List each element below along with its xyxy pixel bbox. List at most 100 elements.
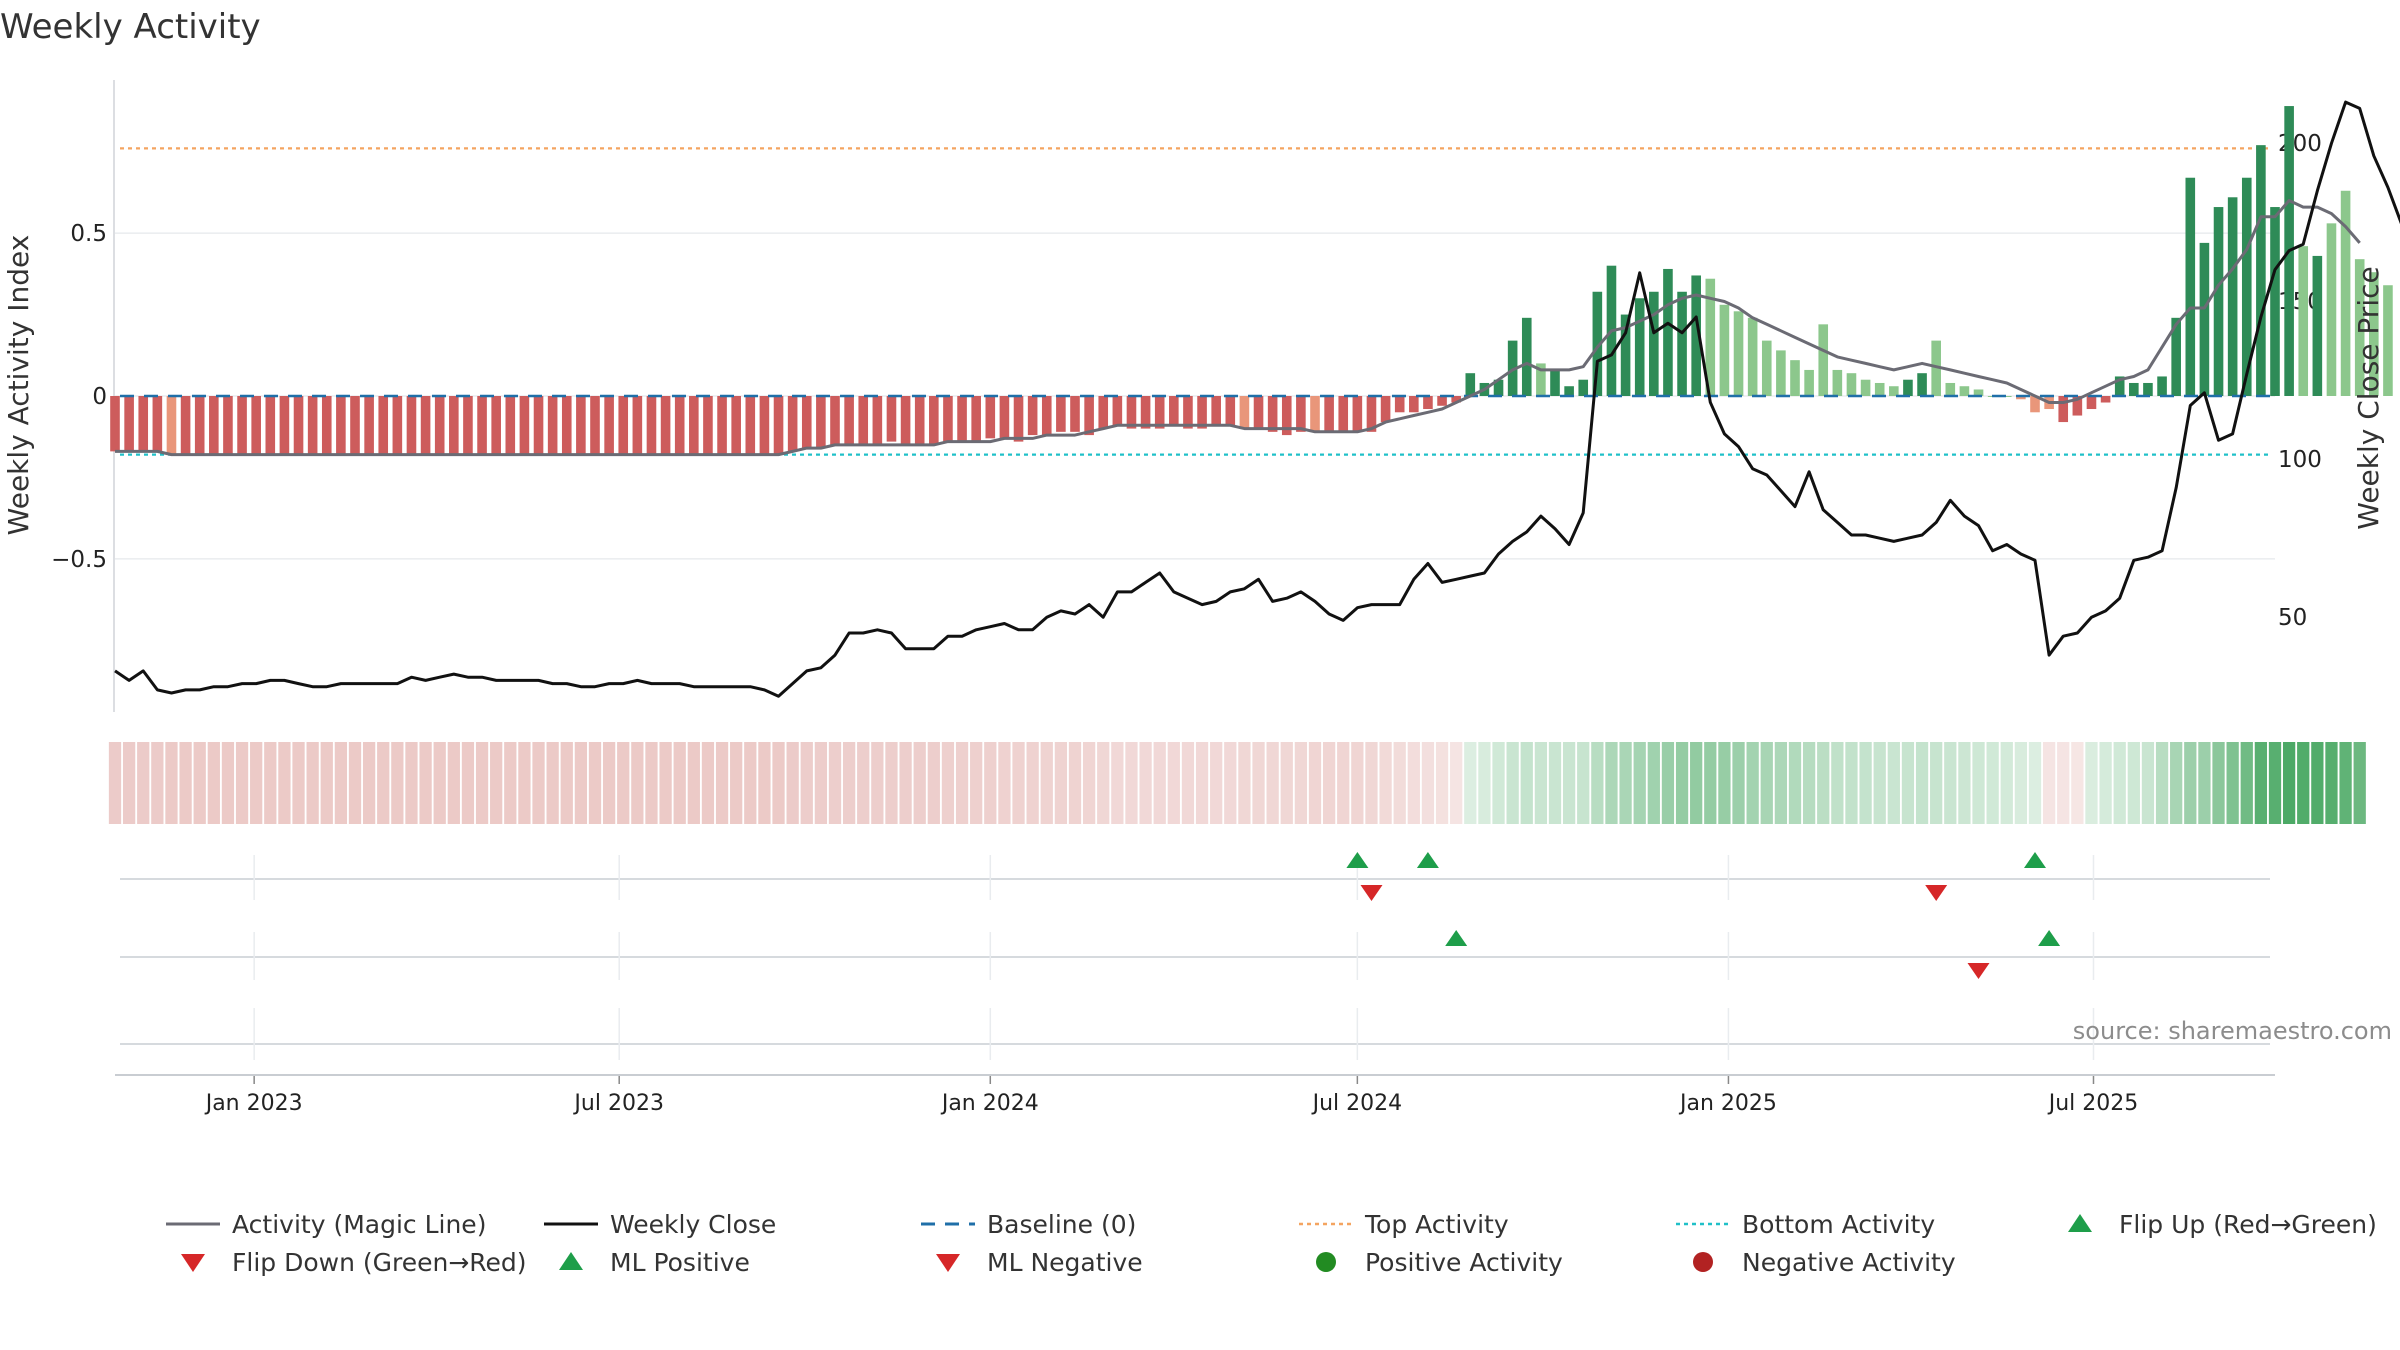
legend-item-baseline: Baseline (0) [915, 1205, 1136, 1243]
heat-strip-cell [2014, 742, 2028, 824]
heat-strip-cell [2085, 742, 2098, 824]
heat-strip-cell [2057, 742, 2070, 824]
activity-bar [1620, 314, 1631, 396]
heat-strip-cell [871, 742, 884, 824]
activity-bar [1521, 317, 1532, 396]
activity-bar [787, 396, 798, 452]
activity-bar [279, 396, 290, 455]
heat-strip-cell [306, 742, 319, 824]
heat-strip-cell [207, 742, 220, 824]
heat-strip-cell [391, 742, 404, 824]
activity-bar [1790, 360, 1800, 396]
legend-label: Activity (Magic Line) [232, 1209, 487, 1239]
heat-strip-cell [1562, 742, 1576, 824]
signal-markers [120, 852, 2270, 1060]
activity-bar [2058, 396, 2069, 423]
activity-bar [1267, 396, 1278, 432]
legend-label: Flip Up (Red→Green) [2119, 1209, 2377, 1239]
activity-bar [2369, 272, 2379, 396]
heat-strip-cell [1266, 742, 1279, 824]
activity-bar [604, 396, 614, 455]
heat-strip-cell [1435, 742, 1449, 824]
weekly-close-line [114, 100, 2400, 698]
heat-strip-cell [588, 742, 602, 824]
heat-strip-cell [941, 742, 955, 824]
activity-bar [406, 396, 417, 455]
legend-flip-down-swatch [181, 1254, 205, 1272]
heat-strip-cell [984, 742, 997, 824]
y-tick-label: 0 [92, 384, 107, 410]
activity-bar [971, 396, 981, 442]
heat-strip-cell [1082, 742, 1096, 824]
activity-bar [2199, 242, 2210, 396]
activity-bar [646, 396, 657, 455]
x-tick-label: Jan 2024 [940, 1091, 1039, 1116]
heat-strip-cell [1732, 742, 1745, 824]
heat-strip-cell [377, 742, 390, 824]
activity-bar [674, 396, 685, 455]
heat-strip-cell [475, 742, 489, 824]
heat-strip-cell [1492, 742, 1505, 824]
heat-strip-cell [546, 742, 559, 824]
heat-strip-cell [1873, 742, 1886, 824]
legend-top-activity-swatch [1299, 1222, 1353, 1226]
heat-strip-cell [2184, 742, 2197, 824]
activity-bar [816, 396, 826, 449]
heat-strip-cell [1393, 742, 1406, 824]
y-tick-label: 0.5 [70, 221, 107, 247]
activity-bar [1959, 386, 1970, 396]
activity-bar [1169, 396, 1179, 426]
heat-strip-cell [2127, 742, 2140, 824]
activity-bar [491, 396, 501, 455]
heat-strip-cell [235, 742, 249, 824]
heat-strip-cell [730, 742, 743, 824]
legend-label: Top Activity [1365, 1209, 1509, 1239]
heat-strip-cell [800, 742, 813, 824]
activity-bar [1239, 396, 1250, 429]
x-tick-label: Jul 2025 [2047, 1091, 2139, 1116]
heat-strip-cell [490, 742, 503, 824]
activity-bar [1041, 396, 1052, 436]
legend-label: Weekly Close [610, 1209, 777, 1239]
activity-bar [858, 396, 869, 445]
series-lines [114, 100, 2400, 698]
x-tick-label: Jan 2025 [1678, 1091, 1777, 1116]
heat-strip-cell [1704, 742, 1717, 824]
heat-strip-cell [1548, 742, 1562, 824]
activity-bar [477, 396, 487, 455]
chart-title: Weekly Activity [0, 7, 261, 47]
heat-strip-cell [899, 742, 912, 824]
activity-bar [336, 396, 346, 455]
activity-bar [1719, 304, 1730, 396]
heat-strip-cell [1972, 742, 1985, 824]
activity-bar [1197, 396, 1207, 429]
activity-bar [1126, 396, 1137, 429]
magic-line [115, 199, 2361, 457]
activity-bar [1394, 396, 1405, 413]
activity-bar [2256, 145, 2266, 396]
activity-bar [209, 396, 219, 455]
activity-bar [999, 396, 1010, 439]
heat-strip-cell [1294, 742, 1308, 824]
activity-heat-strip [108, 742, 2366, 824]
heat-strip-cell [772, 742, 785, 824]
x-tick-label: Jan 2023 [204, 1091, 303, 1116]
heat-strip-cell [1040, 742, 1053, 824]
heat-strip-cell [602, 742, 616, 824]
heat-strip-cell [1210, 742, 1223, 824]
heat-strip-cell [1788, 742, 1802, 824]
heat-strip-cell [348, 742, 362, 824]
activity-bar [1027, 396, 1038, 436]
heat-strip-cell [715, 742, 729, 824]
heat-strip-cell [1901, 742, 1915, 824]
heat-strip-cell [1322, 742, 1336, 824]
heat-strip-cell [1506, 742, 1519, 824]
flip-down-marker [1360, 885, 1383, 901]
heat-strip-cell [744, 742, 757, 824]
activity-bar [1550, 369, 1560, 396]
legend-label: Negative Activity [1742, 1247, 1956, 1277]
heat-strip-cell [2042, 742, 2056, 824]
activity-bar [124, 396, 134, 452]
activity-bar [1776, 350, 1786, 396]
activity-bar [420, 396, 431, 455]
